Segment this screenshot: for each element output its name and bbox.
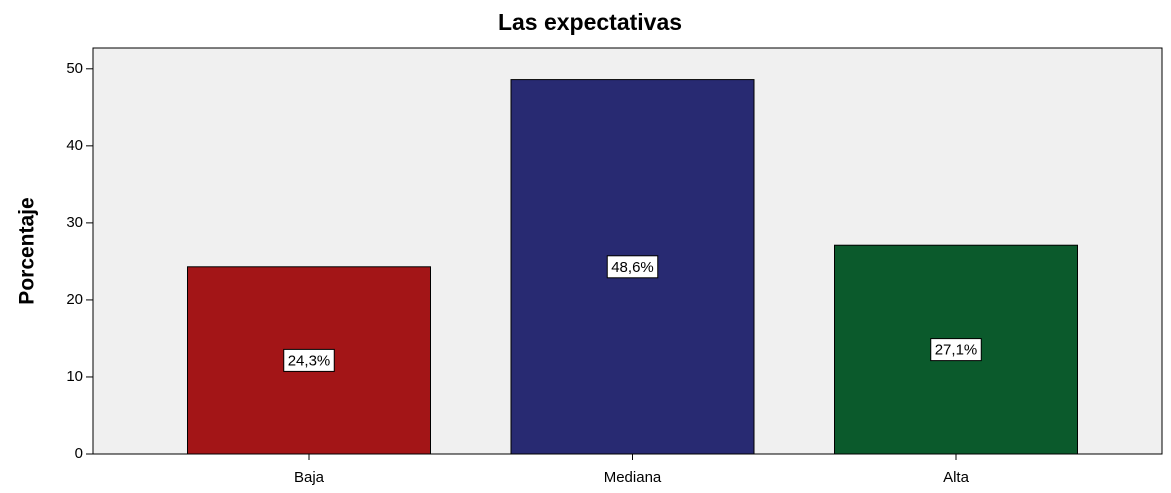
data-label-box [930, 338, 982, 362]
x-tick-label: Mediana [604, 469, 662, 486]
data-label-box [606, 255, 659, 279]
y-tick-label: 40 [66, 137, 83, 154]
y-axis-label: Porcentaje [16, 197, 39, 304]
y-tick-label: 50 [66, 60, 83, 77]
chart-title: Las expectativas [498, 9, 682, 35]
y-tick-label: 10 [66, 368, 83, 385]
y-tick-label: 0 [75, 445, 83, 462]
data-label: 24,3% [288, 352, 331, 369]
y-tick-label: 30 [66, 214, 83, 231]
x-tick-label: Baja [294, 469, 325, 486]
data-label: 48,6% [611, 259, 654, 276]
data-label: 27,1% [935, 342, 978, 359]
y-tick-label: 20 [66, 291, 83, 308]
data-label-box [283, 348, 335, 372]
x-tick-label: Alta [943, 469, 970, 486]
